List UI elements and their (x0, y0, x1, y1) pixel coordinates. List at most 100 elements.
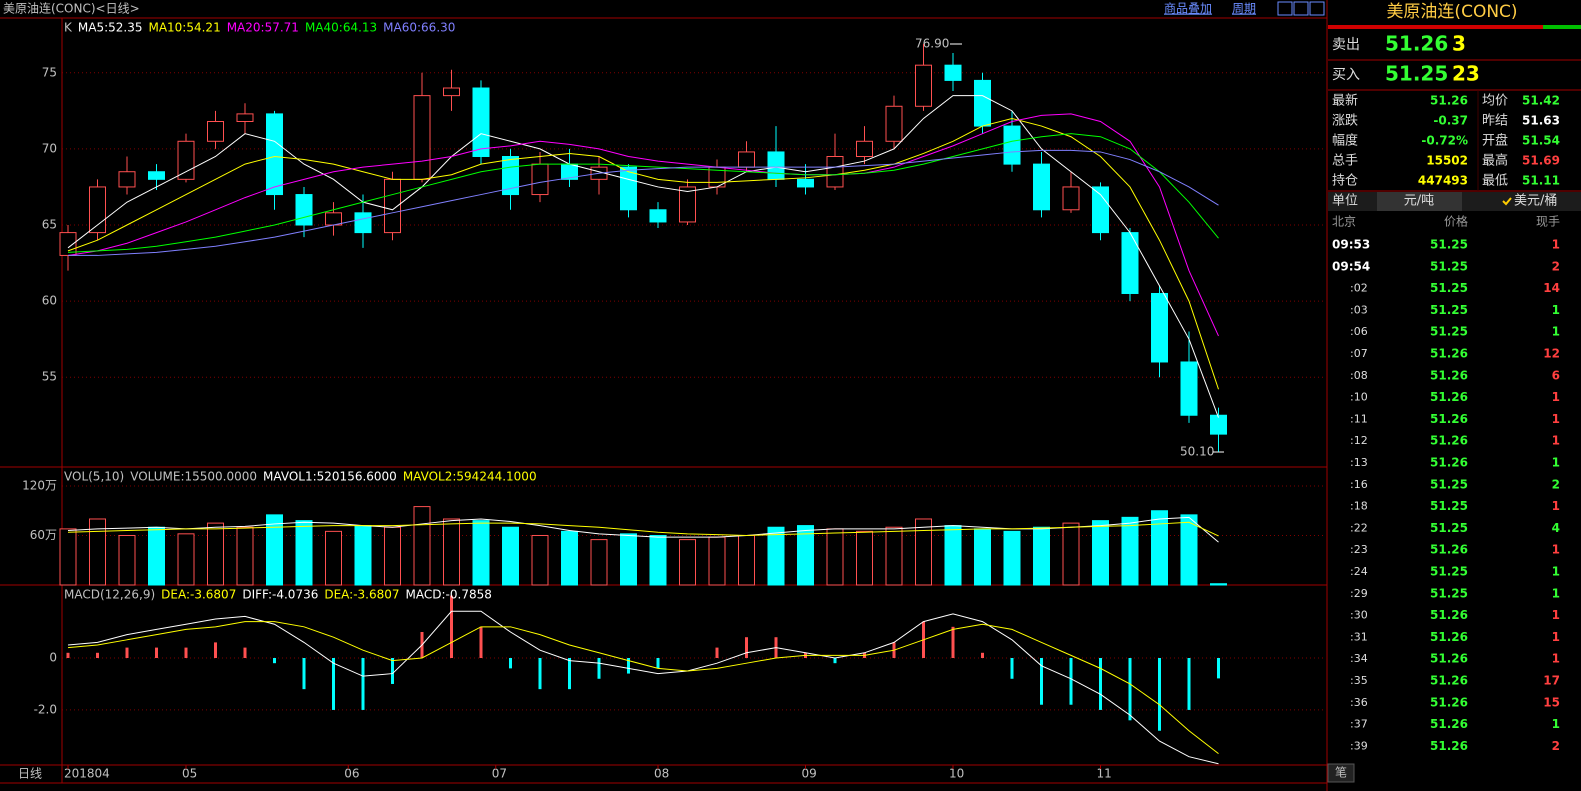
tick-price: 51.26 (1430, 630, 1468, 644)
candle-body (118, 171, 136, 188)
volume-bar (1003, 530, 1021, 586)
tick-time: :22 (1350, 521, 1368, 534)
volume-bar (1210, 583, 1227, 586)
volume-bar (1062, 522, 1080, 586)
tab-label[interactable]: 笔 (1335, 765, 1347, 780)
quote-label: 买入 (1332, 67, 1360, 83)
series-line (68, 149, 1219, 256)
tick-price: 51.26 (1430, 347, 1468, 361)
tick-price: 51.25 (1430, 259, 1468, 273)
legend-item: MACD:-0.7858 (406, 588, 492, 602)
y-tick-label: 60 (42, 294, 57, 308)
y-tick-label: 55 (42, 370, 57, 384)
overlay-link[interactable]: 商品叠加 (1164, 1, 1212, 16)
tick-time: :35 (1350, 674, 1368, 687)
volume-bar (266, 514, 283, 586)
button[interactable] (1309, 1, 1325, 16)
volume-bar (236, 526, 254, 586)
tick-time: :39 (1350, 739, 1368, 752)
candle-body (856, 140, 873, 158)
candle-body (1033, 163, 1050, 211)
candle-body (531, 163, 549, 196)
top-bar (0, 0, 1327, 18)
candle-body (974, 79, 991, 127)
unit-option[interactable]: 元/吨 (1404, 194, 1434, 209)
candle-body (295, 194, 313, 226)
candle-body (148, 171, 165, 180)
stat-label: 幅度 (1332, 133, 1358, 149)
quote-qty: 3 (1452, 32, 1466, 56)
candle-body (1151, 292, 1168, 363)
tick-price: 51.25 (1430, 586, 1468, 600)
tick-price: 51.25 (1430, 565, 1468, 579)
unit-option[interactable]: 美元/桶 (1514, 194, 1557, 209)
series-line (67, 610, 1219, 765)
legend-item: DEA:-3.6807 (161, 588, 236, 602)
button[interactable] (1277, 1, 1293, 16)
volume-bar (325, 530, 342, 586)
tick-time: :24 (1350, 565, 1368, 578)
volume-bar (708, 536, 726, 586)
volume-bar (767, 526, 785, 586)
tick-price: 51.26 (1430, 434, 1468, 448)
candle-body (826, 156, 844, 188)
volume-bar (915, 518, 932, 586)
x-tick-label: 07 (492, 767, 507, 781)
candle-body (89, 186, 106, 234)
legend-item: DIFF:-4.0736 (242, 588, 318, 602)
tick-price: 51.25 (1430, 325, 1468, 339)
tick-qty: 2 (1552, 739, 1560, 753)
stat-value: -0.37 (1433, 114, 1468, 128)
candle-body (443, 87, 460, 97)
stat-value: 51.26 (1430, 94, 1468, 108)
volume-bar (177, 533, 195, 586)
legend-item: DEA:-3.6807 (324, 588, 399, 602)
candle-body (177, 140, 195, 180)
stat-value: 15502 (1426, 154, 1468, 168)
tick-qty: 2 (1552, 477, 1560, 491)
tick-time: :06 (1350, 325, 1368, 338)
button[interactable] (1293, 1, 1309, 16)
tick-qty: 1 (1552, 325, 1560, 339)
candle-body (797, 178, 814, 188)
volume-bar (1151, 510, 1168, 586)
volume-bar (561, 530, 578, 586)
volume-bar (59, 528, 77, 586)
tick-time: :11 (1350, 412, 1368, 425)
x-tick-label: 10 (949, 767, 964, 781)
tick-time: :30 (1350, 609, 1368, 622)
tick-qty: 1 (1552, 565, 1560, 579)
volume-bar (797, 525, 814, 586)
legend-item: MAVOL1:520156.6000 (263, 470, 397, 484)
candle-body (266, 113, 283, 196)
bar (1328, 25, 1543, 29)
annotation: 50.10 (1180, 445, 1214, 459)
nav-buttons[interactable] (1277, 1, 1325, 16)
tick-price: 51.26 (1430, 652, 1468, 666)
tab[interactable] (1327, 763, 1355, 783)
legend-item: MA60:66.30 (383, 21, 455, 35)
tick-time: :23 (1350, 543, 1368, 556)
series-line (67, 621, 1219, 754)
stat-label: 最新 (1332, 93, 1358, 109)
tick-time: :13 (1350, 456, 1368, 469)
tick-time: :12 (1350, 434, 1368, 447)
tick-time: 09:53 (1332, 238, 1370, 252)
stat-value: 51.42 (1522, 94, 1560, 108)
tick-time: :02 (1350, 282, 1368, 295)
series-line (67, 117, 1219, 390)
tick-qty: 1 (1552, 434, 1560, 448)
bar (1543, 25, 1581, 29)
tick-time: :18 (1350, 500, 1368, 513)
unit-tab[interactable] (1377, 192, 1462, 211)
period-link[interactable]: 周期 (1232, 2, 1256, 16)
candle-body (1003, 125, 1021, 165)
y-tick-label: -2.0 (34, 702, 57, 716)
unit-label: 单位 (1332, 194, 1358, 209)
volume-bar (207, 522, 224, 586)
stat-value: 51.54 (1522, 134, 1560, 148)
volume-bar (148, 526, 165, 586)
candle-body (236, 113, 254, 122)
legend-item: MACD(12,26,9) (64, 588, 155, 602)
tick-price: 51.26 (1430, 456, 1468, 470)
